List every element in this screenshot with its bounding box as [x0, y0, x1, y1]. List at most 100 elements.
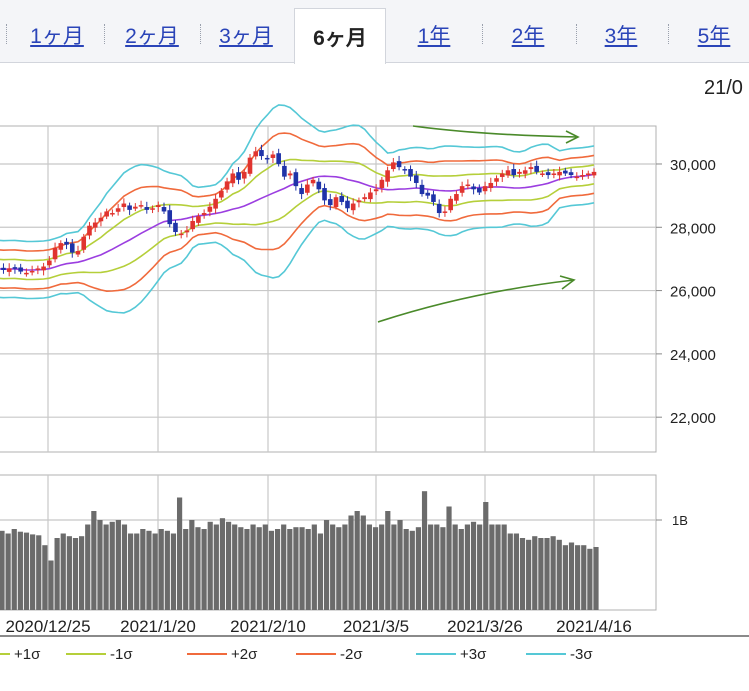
volume-bar [336, 527, 342, 610]
tab-5-years[interactable]: 5年 [697, 25, 731, 48]
tab-separator [482, 24, 484, 44]
legend-label: +3σ [460, 646, 487, 663]
candle-body [58, 243, 64, 250]
candle-body [299, 188, 304, 195]
volume-bar [207, 521, 213, 610]
candle-body [333, 197, 339, 208]
date-label: 21/0 [704, 77, 743, 99]
volume-bar [434, 524, 440, 610]
tab-separator [200, 24, 202, 44]
candle-body [402, 169, 408, 171]
candle-body [259, 150, 264, 157]
candle-body [52, 247, 58, 260]
candle-body [64, 241, 69, 245]
candle-body [545, 172, 551, 176]
candle-body [454, 194, 459, 201]
tab-2-months[interactable]: 2ヶ月 [125, 25, 179, 48]
volume-bar [195, 527, 201, 610]
volume-bar [489, 524, 495, 610]
minus-2-sigma-line [0, 192, 595, 293]
period-tab-bar: 1ヶ月 2ヶ月 3ヶ月 6ヶ月 1年 2年 3年 5年 [0, 0, 749, 64]
tab-1-month[interactable]: 1ヶ月 [30, 25, 84, 48]
candle-body [316, 181, 322, 190]
volume-bar [348, 515, 354, 610]
volume-bar [164, 530, 170, 610]
candle-body [75, 251, 81, 255]
candle-body [110, 213, 115, 215]
candle-body [471, 186, 476, 190]
volume-bar [323, 520, 330, 610]
candle-body [568, 172, 574, 176]
upper-band-arrow [412, 125, 579, 138]
candle-body [591, 171, 597, 176]
candle-body [391, 162, 396, 170]
volume-bar [495, 524, 501, 610]
legend-label: +1σ [14, 646, 41, 663]
candle-body [24, 272, 29, 275]
volume-bar [54, 538, 60, 610]
tab-1-year[interactable]: 1年 [417, 25, 451, 48]
volume-bar [287, 529, 293, 610]
volume-bar [360, 515, 366, 610]
candle-body [41, 266, 46, 271]
candle-body [138, 205, 144, 207]
minus-1-sigma-line [0, 183, 595, 281]
volume-bar [91, 511, 97, 610]
volume-bar [446, 506, 452, 610]
volume-bar [550, 536, 556, 610]
tab-2-years[interactable]: 2年 [511, 25, 545, 48]
volume-bar [244, 529, 250, 610]
volume-bar [330, 524, 336, 610]
candle-body [305, 184, 310, 193]
tab-separator [104, 24, 106, 44]
volume-bar [391, 524, 397, 610]
volume-bar [103, 524, 109, 610]
lower-band-arrow-head [559, 275, 576, 290]
candle-body [477, 188, 482, 193]
volume-bar [85, 524, 91, 610]
volume-bar [121, 524, 128, 610]
volume-bar [97, 520, 103, 610]
tab-3-years[interactable]: 3年 [604, 25, 638, 48]
tab-3-months[interactable]: 3ヶ月 [219, 25, 273, 48]
candle-body [115, 208, 121, 212]
upper-band-arrow-head [565, 130, 580, 144]
candle-body [184, 230, 190, 233]
volume-bar [152, 533, 158, 610]
volume-bar [470, 521, 477, 610]
y-tick-label: 24,000 [670, 347, 716, 364]
volume-bar [170, 533, 177, 610]
volume-bar [593, 547, 599, 610]
candle-body [373, 189, 379, 192]
volume-bar [385, 511, 391, 610]
candle-body [127, 205, 132, 210]
y-tick-label: 28,000 [670, 220, 716, 237]
candle-body [522, 170, 528, 174]
tab-6-months[interactable]: 6ヶ月 [294, 8, 386, 64]
legend-label: -3σ [570, 646, 593, 663]
volume-tick-label: 1B [672, 513, 688, 528]
moving-average-line [0, 173, 595, 271]
candle-body [253, 151, 259, 157]
candle-body [356, 200, 362, 203]
candle-body [47, 260, 52, 266]
volume-bar [526, 539, 532, 610]
volume-bar [575, 545, 581, 610]
volume-bar [109, 521, 115, 610]
candle-body [81, 236, 87, 250]
candle-body [362, 197, 367, 200]
volume-bar [5, 533, 11, 610]
candle-body [161, 207, 167, 212]
volume-bar [507, 533, 513, 610]
candle-body [18, 267, 23, 272]
x-tick-label: 2021/3/26 [447, 617, 523, 636]
candle-body [505, 170, 511, 176]
candle-body [459, 186, 465, 193]
plus-3-sigma-line [0, 104, 595, 243]
candle-body [327, 199, 333, 206]
legend-label: -2σ [340, 646, 363, 663]
candle-body [465, 184, 471, 187]
volume-bar [42, 545, 48, 610]
candle-body [6, 268, 12, 272]
candle-body [442, 211, 448, 213]
